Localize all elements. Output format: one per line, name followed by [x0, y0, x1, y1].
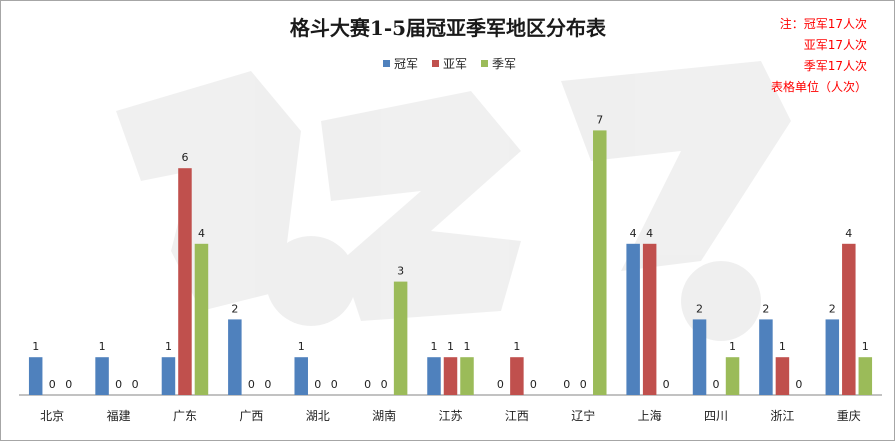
category-label: 湖南 [372, 408, 396, 423]
category-label: 四川 [704, 409, 728, 423]
data-label: 3 [397, 265, 404, 278]
bar [460, 357, 474, 395]
data-label: 0 [381, 378, 388, 391]
data-label: 4 [646, 227, 653, 240]
data-label: 0 [132, 378, 139, 391]
legend-swatch [481, 60, 488, 67]
bar [294, 357, 308, 395]
data-label: 7 [596, 113, 603, 126]
note-line: 表格单位（人次） [771, 79, 867, 94]
legend-label: 季军 [492, 57, 516, 71]
legend-swatch [432, 60, 439, 67]
category-label: 辽宁 [571, 408, 595, 423]
note-line: 亚军17人次 [804, 38, 867, 52]
bar [626, 243, 640, 395]
category-label: 广西 [239, 409, 263, 423]
bar [593, 130, 607, 395]
data-label: 1 [779, 340, 786, 353]
bar [642, 243, 657, 395]
legend-label: 亚军 [443, 57, 467, 71]
note-line: 季军17人次 [804, 59, 867, 73]
bars [28, 130, 873, 395]
data-label: 2 [231, 302, 238, 315]
data-label: 0 [264, 378, 271, 391]
chart-title: 格斗大赛1-5届冠亚季军地区分布表 [290, 16, 607, 40]
category-label: 浙江 [770, 409, 794, 423]
data-label: 0 [530, 378, 537, 391]
data-label: 0 [795, 378, 802, 391]
data-label: 1 [513, 340, 520, 353]
data-label: 0 [713, 378, 720, 391]
data-label: 0 [115, 378, 122, 391]
bar [194, 243, 209, 395]
data-label: 0 [248, 378, 255, 391]
bar [443, 357, 458, 395]
data-label: 1 [32, 340, 39, 353]
bar [427, 357, 441, 395]
legend-swatch [383, 60, 390, 67]
data-label: 0 [364, 378, 371, 391]
bar [95, 357, 109, 395]
data-label: 1 [99, 340, 106, 353]
bar [825, 319, 840, 395]
bar [725, 357, 740, 395]
bar [178, 168, 192, 395]
data-label: 0 [65, 378, 72, 391]
data-label: 0 [497, 378, 504, 391]
data-label: 0 [563, 378, 570, 391]
category-label: 重庆 [837, 409, 861, 423]
category-label: 北京 [40, 409, 64, 423]
data-label: 0 [663, 378, 670, 391]
data-label: 0 [580, 378, 587, 391]
data-label: 0 [331, 378, 338, 391]
data-label: 4 [630, 227, 637, 240]
data-label: 1 [431, 340, 438, 353]
data-label: 1 [298, 340, 305, 353]
bar [228, 319, 242, 395]
data-label: 2 [829, 302, 836, 315]
bar [28, 357, 43, 395]
legend: 冠军 亚军 季军 [383, 57, 516, 71]
data-label: 2 [762, 302, 769, 315]
bar [692, 319, 707, 395]
category-label: 湖北 [306, 408, 330, 423]
note-line: 注：冠军17人次 [780, 16, 867, 31]
category-label: 江苏 [438, 409, 462, 423]
data-label: 1 [447, 340, 454, 353]
data-label: 1 [729, 340, 736, 353]
bar [858, 357, 873, 395]
category-label: 上海 [638, 408, 662, 423]
bar [842, 243, 856, 395]
category-label: 广东 [173, 409, 197, 423]
data-label: 2 [696, 302, 703, 315]
bar [393, 281, 408, 395]
data-label: 4 [845, 227, 852, 240]
bar [510, 357, 524, 395]
legend-label: 冠军 [394, 57, 418, 71]
data-label: 1 [464, 340, 471, 353]
watermark [116, 61, 791, 341]
data-label: 1 [165, 340, 172, 353]
bar [759, 319, 773, 395]
data-label: 4 [198, 227, 205, 240]
bar [161, 357, 176, 395]
category-label: 福建 [107, 408, 131, 423]
data-label: 1 [862, 340, 869, 353]
category-labels: 北京 福建 广东 广西 湖北 湖南 江苏 江西 辽宁 上海 四川 浙江 重庆 [40, 408, 861, 423]
data-label: 6 [181, 151, 188, 164]
data-label: 0 [49, 378, 56, 391]
bar [775, 357, 790, 395]
category-label: 江西 [505, 409, 529, 423]
data-label: 0 [314, 378, 321, 391]
